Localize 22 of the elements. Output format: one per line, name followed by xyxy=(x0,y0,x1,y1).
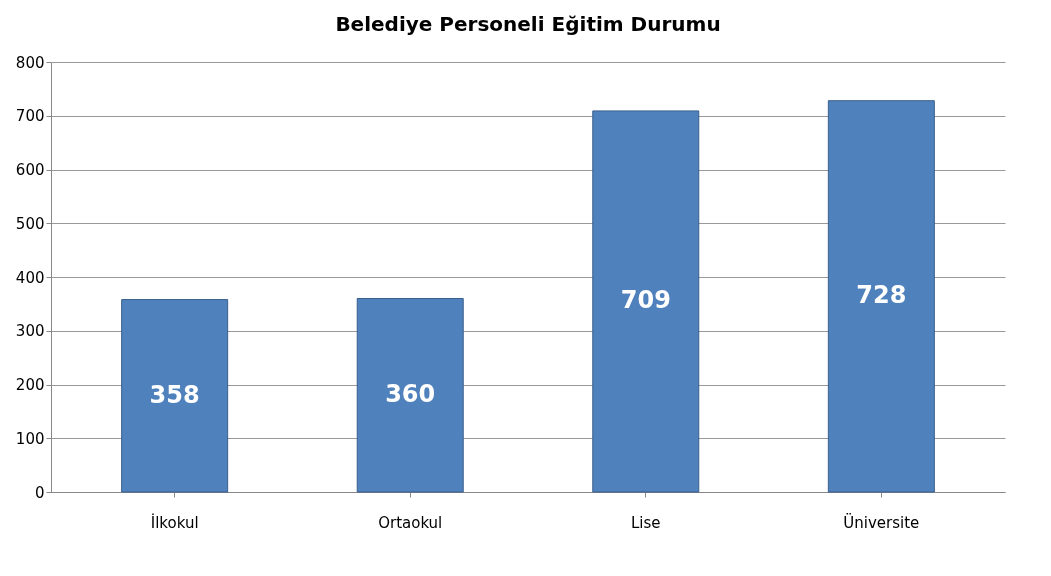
y-tick-label: 700 xyxy=(15,107,45,126)
x-tick-label: Ortaokul xyxy=(378,513,443,532)
x-tick-label: Lise xyxy=(630,513,661,532)
data-label: 709 xyxy=(620,286,671,315)
y-tick-label: 600 xyxy=(15,161,45,179)
bar xyxy=(356,298,464,493)
y-tick-label: 100 xyxy=(15,429,45,448)
data-label: 728 xyxy=(856,281,907,310)
data-label: 360 xyxy=(385,380,436,409)
y-tick-label: 400 xyxy=(15,268,45,287)
bar xyxy=(121,299,229,493)
y-tick-label: 300 xyxy=(15,322,45,341)
y-tick-label: 800 xyxy=(15,53,45,72)
x-tick-label: Üniversite xyxy=(843,512,920,532)
y-tick-label: 500 xyxy=(15,214,45,233)
data-label: 358 xyxy=(149,380,200,409)
x-tick-label: İlkokul xyxy=(150,512,199,532)
y-tick-label: 200 xyxy=(15,376,45,394)
y-tick-label: 0 xyxy=(34,483,45,502)
bar xyxy=(827,100,935,493)
chart-title: Belediye Personeli Eğitim Durumu xyxy=(335,12,721,36)
bar xyxy=(592,110,700,493)
